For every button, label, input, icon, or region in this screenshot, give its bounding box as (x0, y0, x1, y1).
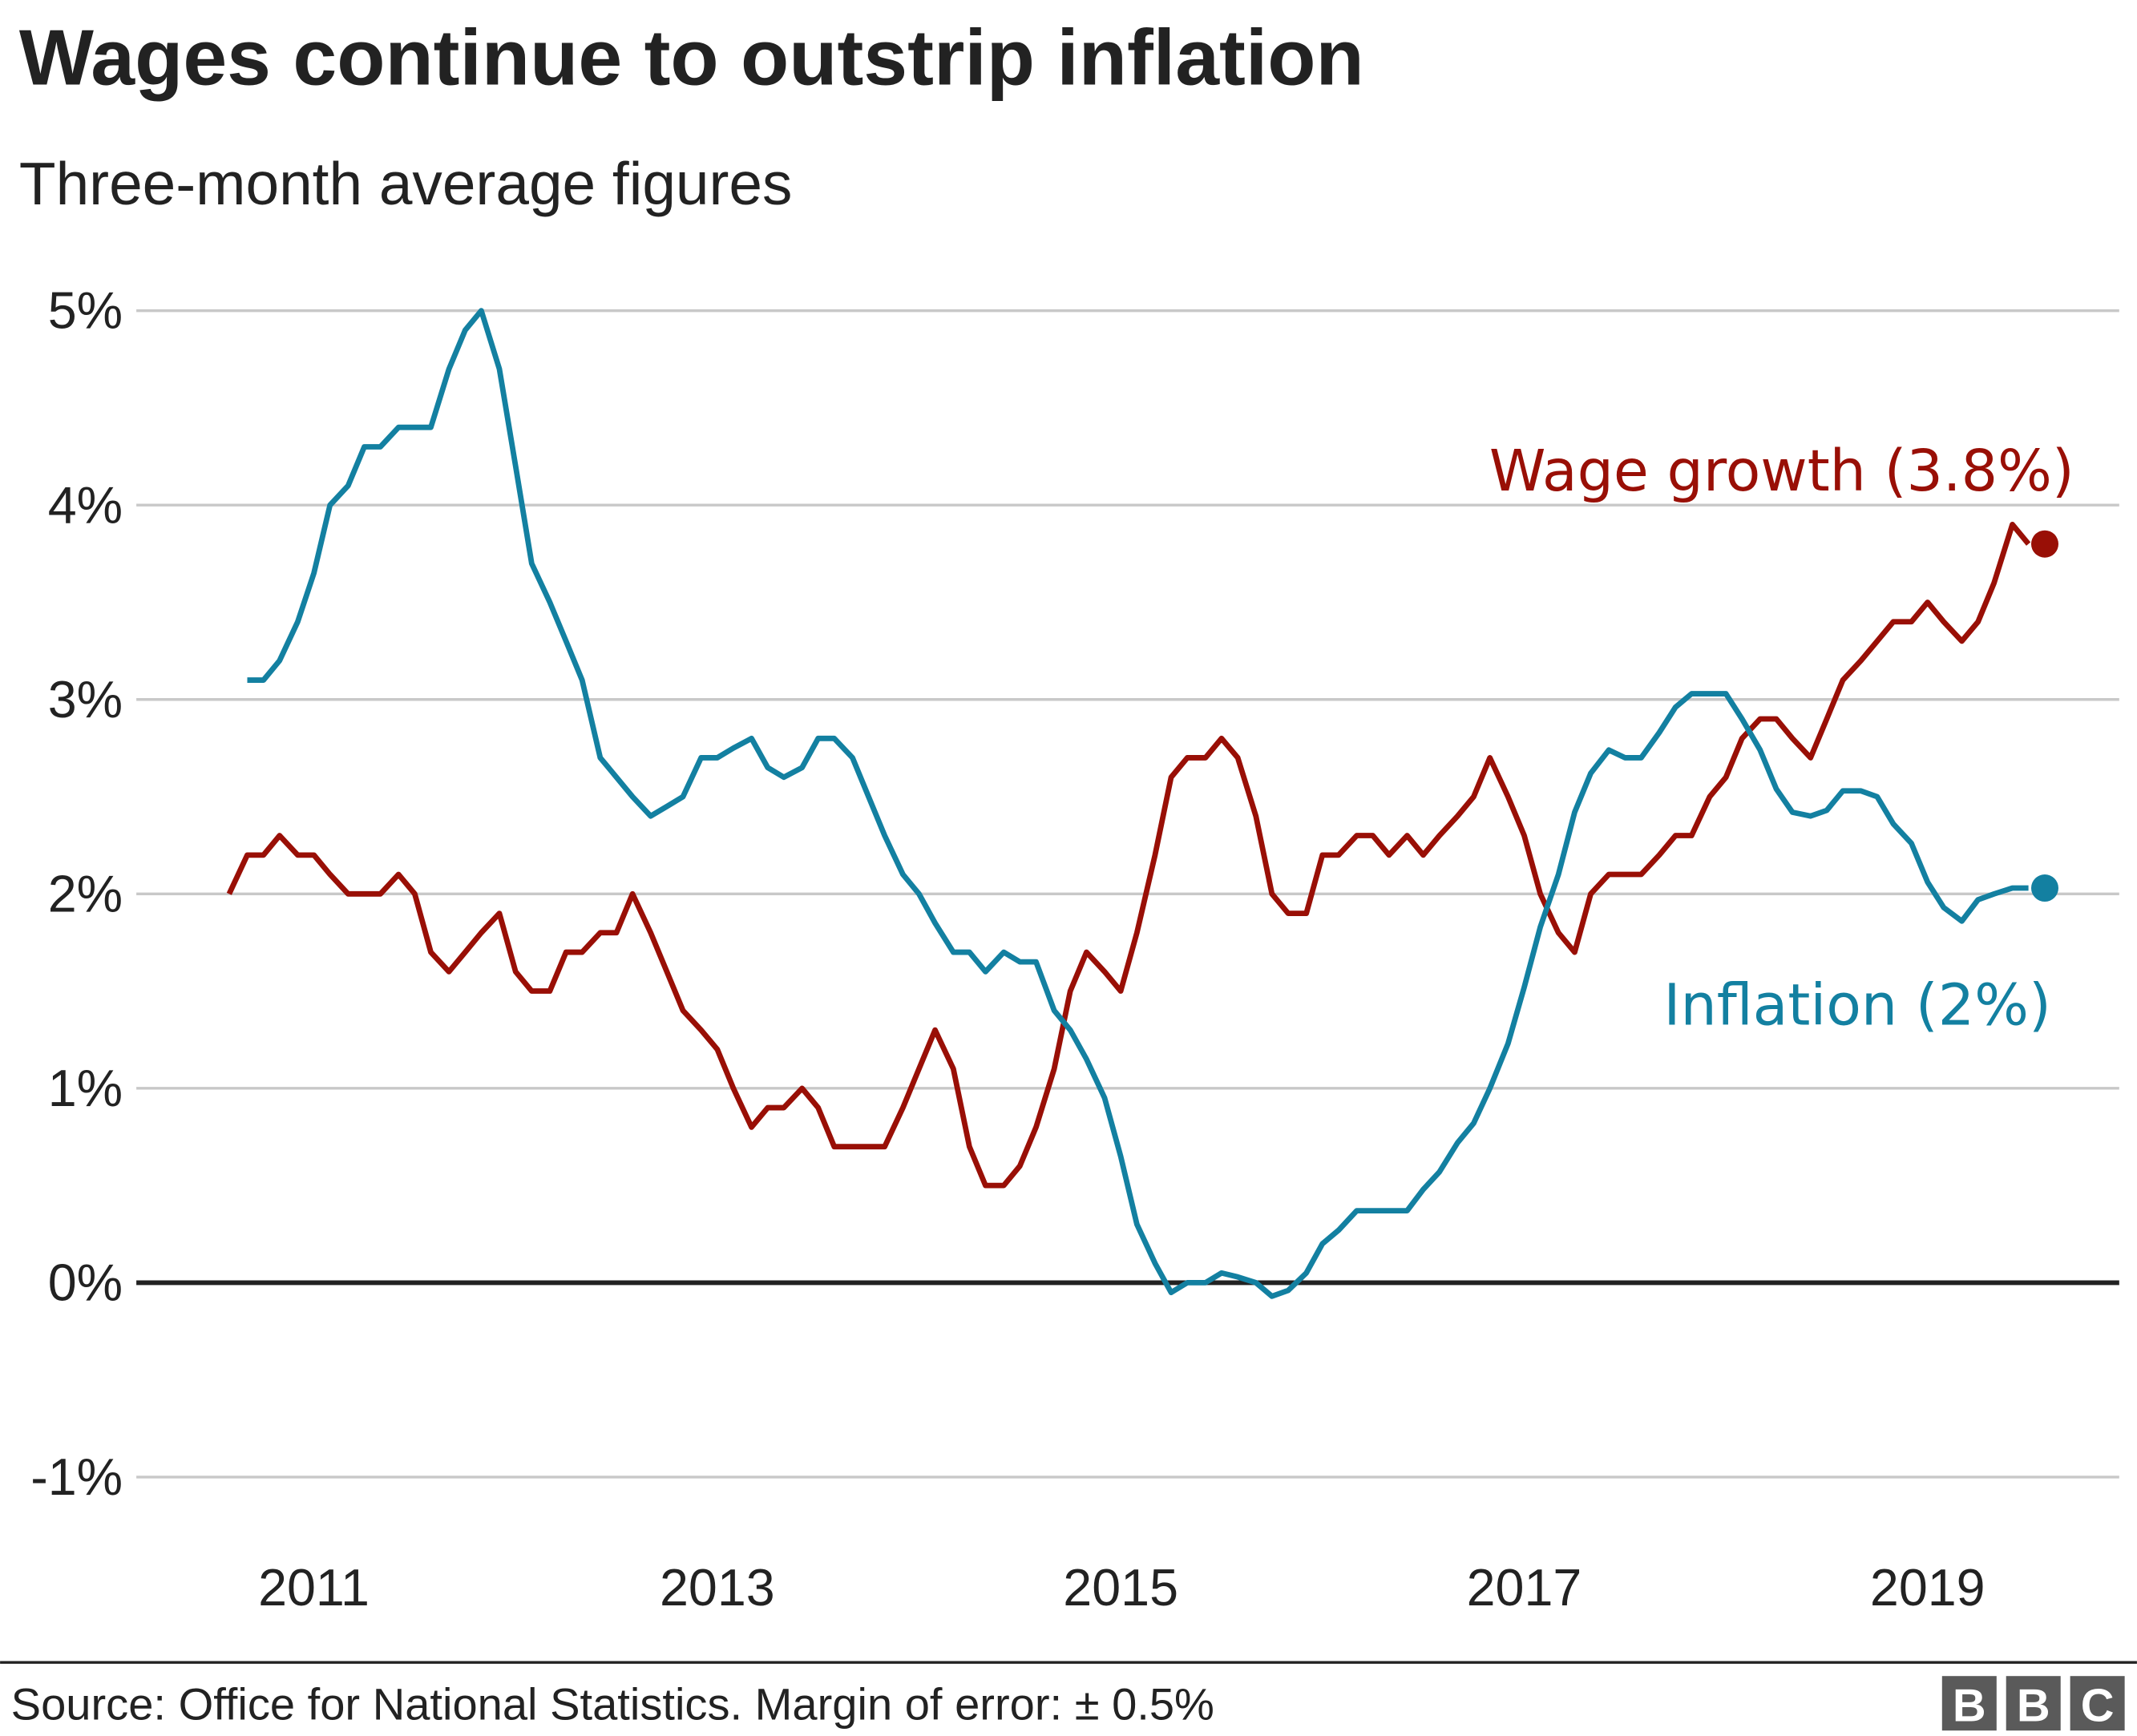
plot-area: -1% 0% 1% 2% 3% 4% 5% 2011 2013 2015 2017 2019 Wage … (30, 282, 2119, 1617)
end-dot (2030, 530, 2058, 558)
series-line (226, 521, 2031, 1189)
logo-letter: B (1953, 1680, 1986, 1731)
x-tick-label: 2015 (1063, 1559, 1178, 1617)
source-note: Source: Office for National Statistics. … (11, 1679, 1214, 1730)
end-dot (2030, 874, 2058, 902)
x-tick-label: 2011 (258, 1559, 370, 1617)
y-tick-label: 5% (48, 282, 123, 340)
series-label: Inflation (2%) (1663, 972, 2050, 1039)
y-tick-label: -1% (30, 1448, 123, 1506)
logo-block (2070, 1676, 2125, 1731)
y-tick-label: 4% (48, 476, 123, 534)
y-tick-label: 0% (48, 1254, 123, 1312)
series-label: Wage growth (3.8%) (1489, 438, 2074, 504)
y-tick-label: 1% (48, 1060, 123, 1117)
chart-subtitle: Three-month average figures (19, 150, 793, 217)
x-tick-label: 2019 (1870, 1559, 1986, 1617)
x-tick-label: 2017 (1467, 1559, 1582, 1617)
y-tick-label: 3% (48, 671, 123, 729)
x-tick-label: 2013 (660, 1559, 775, 1617)
chart-title: Wages continue to outstrip inflation (19, 13, 1364, 101)
logo-block (1941, 1676, 1997, 1731)
logo-block (2006, 1676, 2061, 1731)
series-line (247, 308, 2029, 1299)
logo-letter: B (2017, 1680, 2050, 1731)
logo-letter: C (2081, 1680, 2115, 1731)
y-tick-label: 2% (48, 865, 123, 923)
